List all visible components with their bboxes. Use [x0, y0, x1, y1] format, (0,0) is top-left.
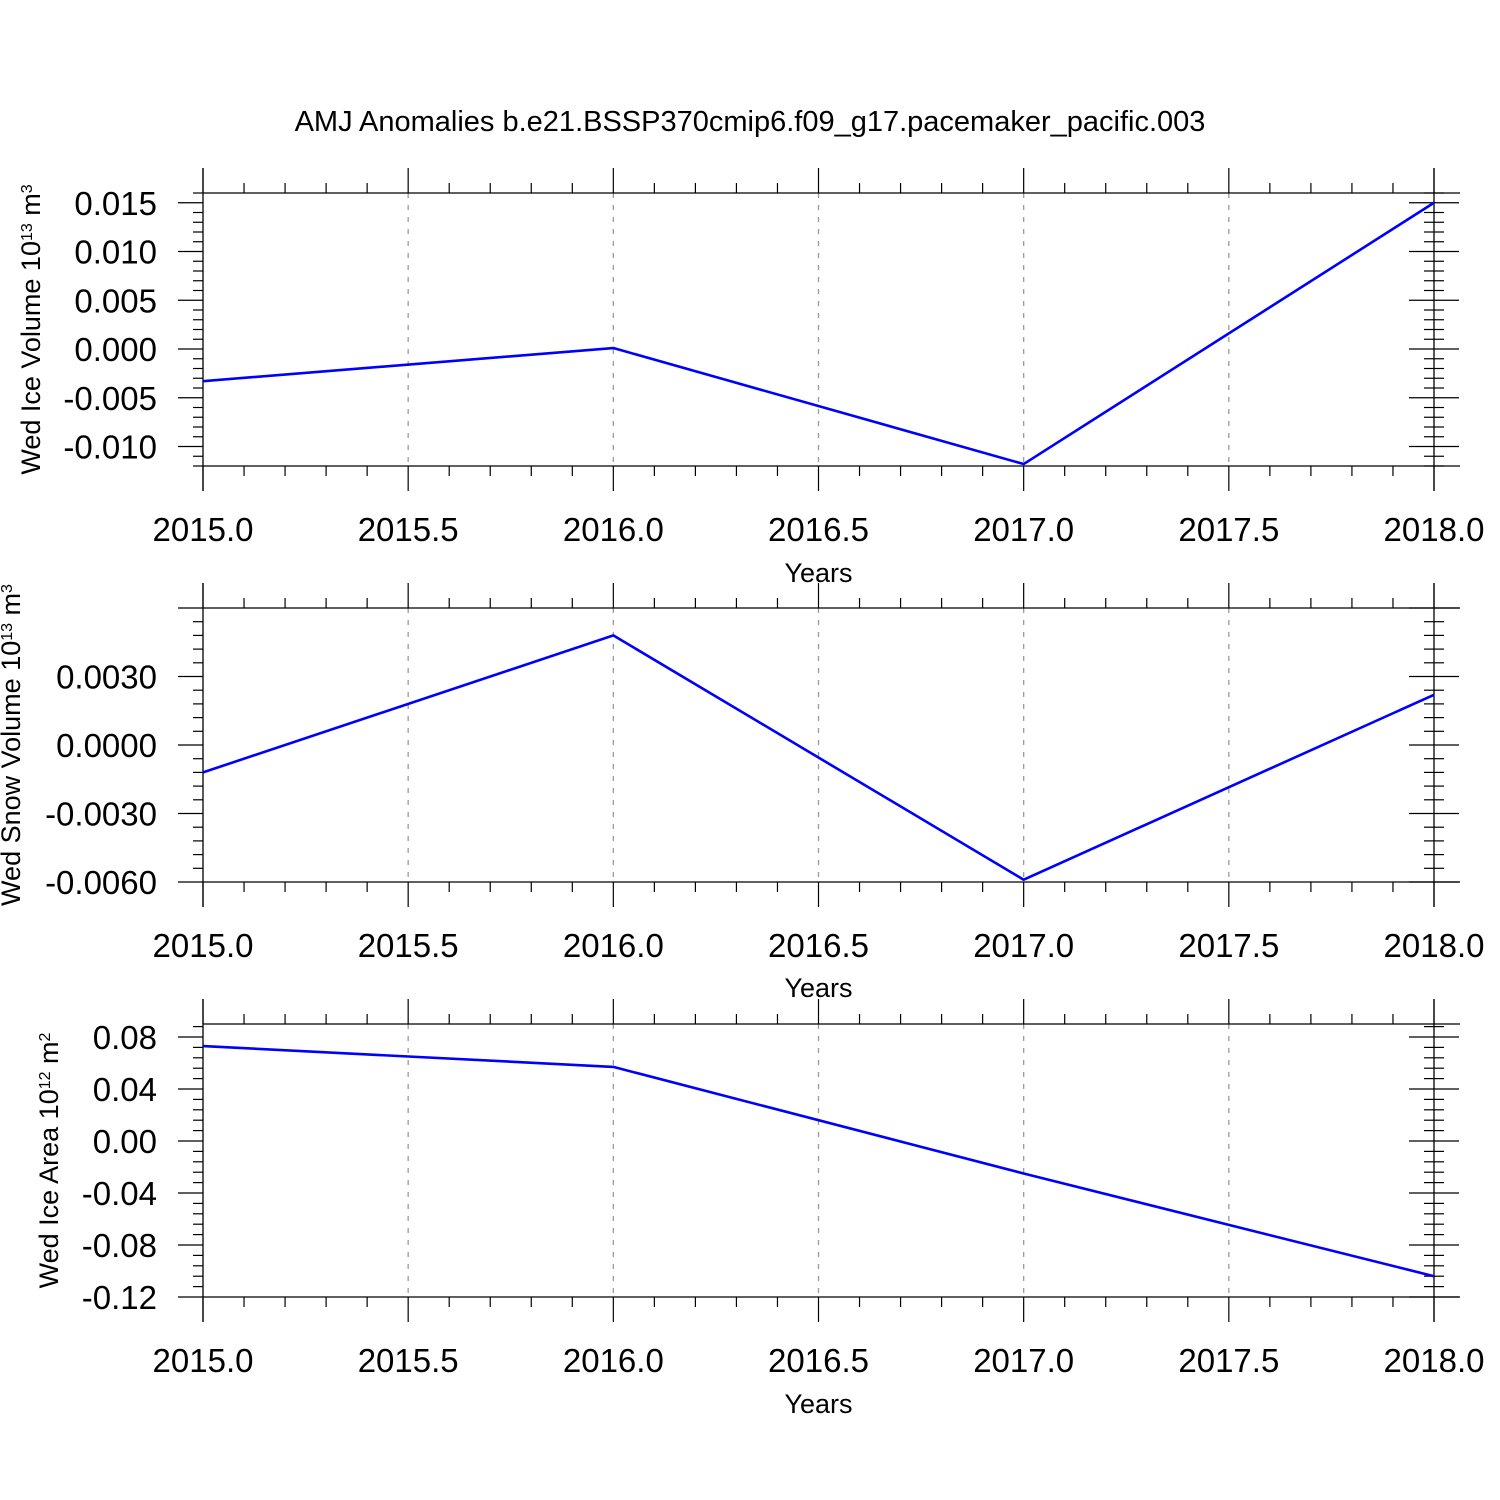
x-axis-label: Years — [784, 973, 852, 1003]
y-tick-label: -0.0060 — [45, 864, 157, 901]
y-axis-label: Wed Ice Area 1012 m2 — [34, 1032, 64, 1288]
series-line — [202, 1044, 1435, 1278]
y-axis-label: Wed Ice Volume 1013 m3 — [16, 184, 46, 474]
x-tick-label: 2016.5 — [768, 1342, 869, 1379]
y-tick-label: 0.010 — [74, 234, 157, 271]
chart-panels: 2015.0 2015.5 2016.0 2016.5 2017.0 2017.5 2018… — [0, 168, 1484, 1419]
series-line — [202, 634, 1435, 882]
y-tick-label: 0.0030 — [56, 659, 157, 696]
y-tick-label: 0.04 — [93, 1071, 157, 1108]
x-tick-label: 2016.5 — [768, 927, 869, 964]
chart-panel-1: 2015.0 2015.5 2016.0 2016.5 2017.0 2017.5 2018… — [16, 168, 1484, 588]
series-line — [202, 201, 1435, 466]
chart-panel-2: 2015.0 2015.5 2016.0 2016.5 2017.0 2017.5 2018… — [0, 583, 1484, 1003]
y-tick-label: 0.0000 — [56, 727, 157, 764]
x-tick-label: 2015.5 — [358, 927, 459, 964]
y-tick-label: -0.005 — [63, 380, 157, 417]
x-axis-label: Years — [784, 1389, 852, 1419]
y-tick-label: -0.04 — [82, 1175, 157, 1212]
y-tick-label: -0.12 — [82, 1279, 157, 1316]
x-tick-label: 2016.0 — [563, 1342, 664, 1379]
y-tick-label: 0.00 — [93, 1123, 157, 1160]
chart-panel-3: 2015.0 2015.5 2016.0 2016.5 2017.0 2017.5 2018… — [34, 999, 1484, 1419]
x-tick-label: 2015.5 — [358, 511, 459, 548]
y-tick-label: 0.08 — [93, 1019, 157, 1056]
x-tick-label: 2018.0 — [1384, 1342, 1485, 1379]
x-tick-label: 2017.5 — [1178, 511, 1279, 548]
chart-title: AMJ Anomalies b.e21.BSSP370cmip6.f09_g17… — [295, 106, 1206, 138]
y-tick-label: -0.0030 — [45, 796, 157, 833]
y-tick-label: 0.000 — [74, 331, 157, 368]
x-tick-label: 2017.0 — [973, 927, 1074, 964]
x-tick-label: 2018.0 — [1384, 927, 1485, 964]
x-tick-label: 2016.0 — [563, 511, 664, 548]
y-tick-label: 0.005 — [74, 282, 157, 319]
x-tick-label: 2016.0 — [563, 927, 664, 964]
x-tick-label: 2017.0 — [973, 1342, 1074, 1379]
x-tick-label: 2017.0 — [973, 511, 1074, 548]
y-tick-label: 0.015 — [74, 185, 157, 222]
y-tick-label: -0.010 — [63, 429, 157, 466]
y-axis-label: Wed Snow Volume 1013 m3 — [0, 584, 26, 906]
x-tick-label: 2018.0 — [1384, 511, 1485, 548]
x-tick-label: 2015.0 — [153, 927, 254, 964]
x-tick-label: 2017.5 — [1178, 927, 1279, 964]
x-tick-label: 2015.0 — [153, 511, 254, 548]
x-tick-label: 2015.0 — [153, 1342, 254, 1379]
x-tick-label: 2016.5 — [768, 511, 869, 548]
x-tick-label: 2017.5 — [1178, 1342, 1279, 1379]
y-tick-label: -0.08 — [82, 1227, 157, 1264]
x-tick-label: 2015.5 — [358, 1342, 459, 1379]
